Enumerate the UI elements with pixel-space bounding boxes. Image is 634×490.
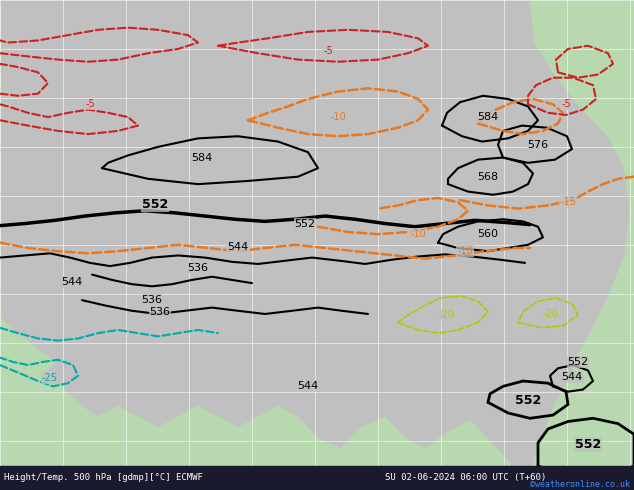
Text: -20: -20 — [438, 310, 454, 320]
Text: 544: 544 — [61, 277, 82, 287]
Text: -18: -18 — [457, 246, 473, 256]
Text: 552: 552 — [575, 439, 601, 451]
Polygon shape — [0, 317, 510, 490]
Text: -25: -25 — [42, 373, 58, 383]
Text: 576: 576 — [527, 140, 548, 150]
Text: SU 02-06-2024 06:00 UTC (T+60): SU 02-06-2024 06:00 UTC (T+60) — [385, 473, 547, 482]
Text: Height/Temp. 500 hPa [gdmp][°C] ECMWF: Height/Temp. 500 hPa [gdmp][°C] ECMWF — [4, 473, 203, 482]
Polygon shape — [0, 0, 220, 490]
Text: 536: 536 — [188, 263, 209, 273]
Text: 552: 552 — [515, 393, 541, 407]
Text: 544: 544 — [228, 242, 249, 252]
Text: 584: 584 — [477, 112, 498, 122]
Text: 544: 544 — [561, 372, 583, 382]
Text: 552: 552 — [567, 357, 588, 367]
Text: -5: -5 — [85, 99, 95, 109]
Text: -5: -5 — [323, 46, 333, 56]
Text: -5: -5 — [561, 99, 571, 109]
Text: 552: 552 — [294, 219, 316, 228]
Text: 568: 568 — [477, 172, 498, 182]
Text: -10: -10 — [410, 229, 426, 239]
Bar — [0, 466, 634, 490]
Text: 552: 552 — [142, 198, 168, 211]
Text: ©weatheronline.co.uk: ©weatheronline.co.uk — [530, 480, 630, 489]
Polygon shape — [530, 0, 634, 490]
Text: -15: -15 — [560, 197, 576, 207]
Text: -20: -20 — [542, 309, 558, 319]
Text: 536: 536 — [150, 307, 171, 317]
Text: 536: 536 — [141, 295, 162, 305]
Text: 584: 584 — [191, 152, 212, 163]
Text: 560: 560 — [477, 229, 498, 239]
Text: -10: -10 — [330, 112, 346, 122]
Text: 544: 544 — [297, 381, 319, 392]
